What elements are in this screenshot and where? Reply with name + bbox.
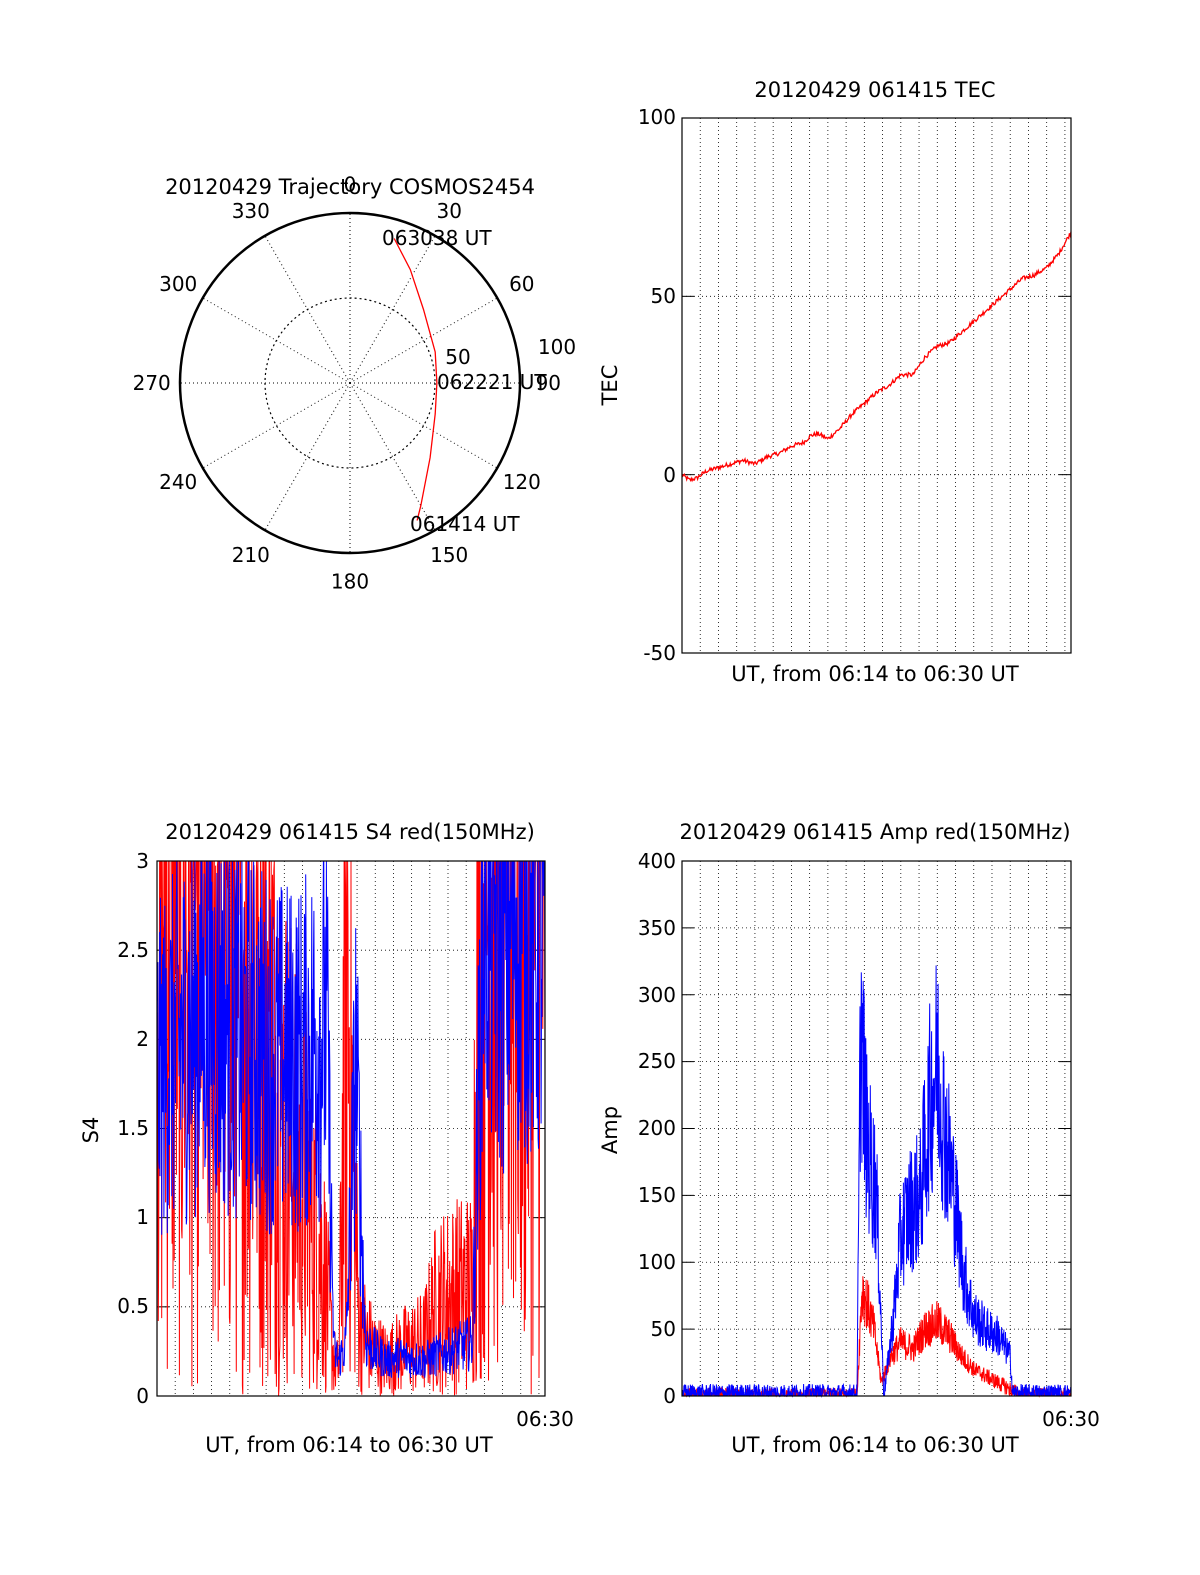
series-line [681, 965, 1072, 1398]
polar-spoke [202, 297, 351, 384]
tec-ytick-label: -50 [643, 641, 676, 665]
tec-x-axis-label: UT, from 06:14 to 06:30 UT [731, 662, 1019, 686]
s4-ytick-label: 0.5 [117, 1294, 149, 1318]
polar-azimuth-label: 330 [232, 199, 270, 223]
tec-y-tick-labels: 100 50 0 -50 [638, 105, 676, 665]
polar-trajectory-chart: 20120429 Trajectory COSMOS2454 0 30 60 90 12… [133, 173, 576, 594]
tec-ytick-label: 0 [663, 463, 676, 487]
amp-plot-frame [681, 860, 1072, 1397]
amp-ytick-label: 400 [638, 849, 676, 873]
track-time-end: 063038 UT [382, 226, 492, 250]
polar-spoke [349, 297, 498, 384]
s4-xtick-end: 06:30 [516, 1407, 574, 1431]
amp-ytick-label: 100 [638, 1250, 676, 1274]
amp-x-axis-label: UT, from 06:14 to 06:30 UT [731, 1433, 1019, 1457]
amp-y-axis-label: Amp [598, 1106, 622, 1154]
series-line [156, 860, 546, 1378]
amp-title: 20120429 061415 Amp red(150MHz) [679, 820, 1070, 844]
s4-chart: 20120429 061415 S4 red(150MHz) 3 2.5 2 1… [79, 820, 574, 1457]
amp-blue-series [681, 965, 1072, 1398]
tec-title: 20120429 061415 TEC [754, 78, 995, 102]
polar-azimuth-label: 270 [133, 371, 171, 395]
polar-azimuth-label: 150 [430, 543, 468, 567]
polar-azimuth-label: 60 [509, 272, 534, 296]
polar-grid [180, 213, 520, 553]
polar-azimuth-label: 90 [536, 371, 561, 395]
amp-grid [682, 860, 1071, 1397]
polar-ring-label-100: 100 [538, 335, 576, 359]
s4-ytick-label: 1.5 [117, 1116, 149, 1140]
tec-series-line [681, 231, 1072, 483]
s4-blue-series [156, 860, 546, 1378]
polar-spoke [264, 235, 351, 384]
polar-spoke [349, 235, 436, 384]
polar-title: 20120429 Trajectory COSMOS2454 [165, 175, 535, 199]
tec-chart: 20120429 061415 TEC 100 50 0 -50 TEC UT,… [598, 78, 1072, 686]
amp-red-series [681, 1276, 1072, 1398]
s4-ytick-label: 2.5 [117, 938, 149, 962]
amp-y-tick-labels: 400 350 300 250 200 150 100 50 0 [638, 849, 676, 1408]
amp-ytick-label: 0 [663, 1384, 676, 1408]
tec-y-axis-label: TEC [598, 365, 622, 407]
polar-azimuth-label: 0 [344, 173, 357, 197]
polar-azimuth-label: 210 [232, 543, 270, 567]
polar-azimuth-label: 300 [159, 272, 197, 296]
satellite-track-line [393, 238, 438, 521]
polar-ring-label-50: 50 [445, 345, 470, 369]
amp-ytick-label: 150 [638, 1183, 676, 1207]
amp-ytick-label: 250 [638, 1049, 676, 1073]
polar-outer-ring [178, 211, 522, 555]
polar-azimuth-label: 180 [331, 569, 369, 593]
amp-chart: 20120429 061415 Amp red(150MHz) 400 350 … [598, 820, 1100, 1457]
series-line [681, 1276, 1072, 1398]
polar-spoke [349, 382, 498, 469]
polar-spoke [264, 382, 351, 531]
s4-y-axis-label: S4 [79, 1117, 103, 1144]
s4-ytick-label: 3 [136, 849, 149, 873]
tec-ytick-label: 50 [651, 284, 676, 308]
amp-ytick-label: 50 [651, 1317, 676, 1341]
amp-ytick-label: 200 [638, 1116, 676, 1140]
tec-plot-frame [681, 117, 1072, 654]
s4-x-axis-label: UT, from 06:14 to 06:30 UT [205, 1433, 493, 1457]
s4-plot-frame [156, 860, 546, 1397]
polar-spoke [202, 382, 351, 469]
s4-ytick-label: 2 [136, 1027, 149, 1051]
s4-y-tick-labels: 3 2.5 2 1.5 1 0.5 0 [117, 849, 149, 1408]
amp-xtick-end: 06:30 [1042, 1407, 1100, 1431]
s4-ytick-label: 0 [136, 1384, 149, 1408]
track-time-mid: 062221 UT [437, 370, 547, 394]
amp-ytick-label: 350 [638, 916, 676, 940]
polar-azimuth-label: 30 [436, 199, 461, 223]
tec-grid [682, 117, 1071, 654]
polar-azimuth-labels: 0 30 60 90 120 150 180 210 240 270 300 330 [133, 173, 561, 594]
tec-ytick-label: 100 [638, 105, 676, 129]
s4-ytick-label: 1 [136, 1205, 149, 1229]
s4-title: 20120429 061415 S4 red(150MHz) [165, 820, 535, 844]
polar-spoke [349, 382, 436, 531]
polar-azimuth-label: 120 [503, 470, 541, 494]
polar-azimuth-label: 240 [159, 470, 197, 494]
track-time-start: 061414 UT [410, 512, 520, 536]
amp-ytick-label: 300 [638, 983, 676, 1007]
